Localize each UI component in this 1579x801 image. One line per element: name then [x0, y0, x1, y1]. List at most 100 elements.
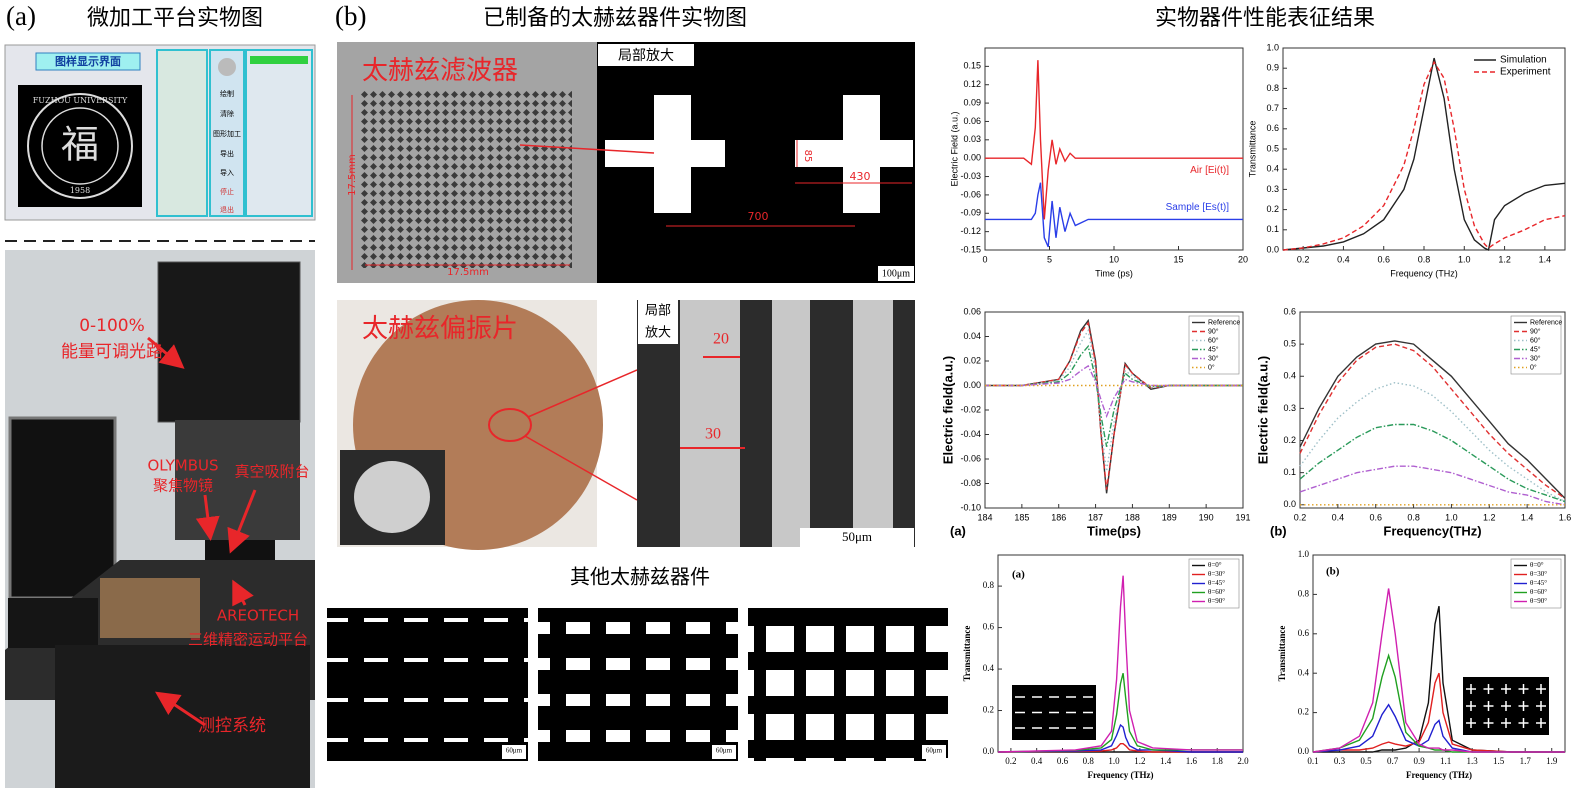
logo-ring	[27, 93, 133, 199]
x-tick-label: 0.2	[1297, 254, 1310, 264]
x-tick-label: 1.0	[1108, 756, 1120, 766]
y-tick-label: 1.0	[1266, 42, 1279, 52]
x-tick-label: 0.8	[1418, 254, 1431, 264]
series-line	[1299, 423, 1566, 503]
x-tick-label: 1.9	[1546, 756, 1558, 766]
x-tick-label: 186	[1051, 512, 1066, 522]
x-tick-label: 1.2	[1134, 756, 1145, 766]
x-tick-label: 10	[1109, 254, 1119, 264]
ui-button: 导入	[220, 169, 234, 177]
legend-label: Reference	[1530, 319, 1562, 326]
x-axis-label: Frequency(THz)	[1383, 523, 1481, 538]
keyboard	[8, 598, 98, 648]
legend-label: θ=90°	[1530, 597, 1547, 605]
y-tick-label: -0.08	[960, 478, 981, 488]
panel-title: 已制备的太赫兹器件实物图	[483, 6, 747, 31]
x-tick-label: 1.2	[1483, 512, 1496, 522]
y-tick-label: 0.3	[1283, 403, 1296, 413]
arrow	[155, 691, 206, 727]
x-tick-label: 0.5	[1360, 756, 1372, 766]
y-axis-label: Transmittance	[1277, 626, 1287, 682]
filter-photo: 太赫兹滤波器 17.5mm 17.5mm 局部放大 85 430 700 100…	[337, 42, 915, 283]
legend-label: θ=60°	[1530, 588, 1547, 596]
x-tick-label: 20	[1238, 254, 1248, 264]
legend-label: 0°	[1530, 363, 1537, 371]
x-tick-label: 15	[1173, 254, 1183, 264]
y-tick-label: -0.12	[960, 226, 981, 236]
y-tick-label: 0.03	[963, 134, 981, 144]
zoom-label: 局部放大	[618, 48, 674, 64]
software-screenshot: 图样显示界面 FUZHOU UNIVERSITY 福 1958 绘制 清除 图形…	[4, 44, 316, 221]
x-tick-label: 0.4	[1332, 512, 1345, 522]
panel-title: 实物器件性能表征结果	[1155, 6, 1375, 31]
photo-label: OLYMBUS	[147, 457, 218, 475]
stage-frame	[175, 420, 300, 540]
stripe	[853, 300, 893, 547]
y-tick-label: 0.00	[963, 153, 981, 163]
series-label: Air [Ei(t)]	[1190, 165, 1229, 176]
series-line	[985, 60, 1243, 220]
y-tick-label: 0.02	[963, 355, 981, 365]
inset-sample	[354, 461, 430, 533]
legend-label: 30°	[1208, 354, 1219, 362]
scale-bar: 100μm	[882, 268, 910, 279]
scale-box	[878, 266, 914, 281]
x-tick-label: 184	[977, 512, 992, 522]
panel-label: (a)	[6, 1, 36, 31]
pointer	[519, 144, 655, 154]
lab-photo: 0-100% 能量可调光路 OLYMBUS 聚焦物镜 真空吸附台 AREOTEC…	[5, 250, 315, 788]
y-tick-label: 0.5	[1266, 143, 1279, 153]
section-title: 其他太赫兹器件	[570, 565, 710, 589]
legend-label: Experiment	[1500, 67, 1551, 78]
x-tick-label: 0.8	[1083, 756, 1095, 766]
legend-label: θ=45°	[1530, 579, 1547, 587]
cabinet	[55, 645, 310, 788]
legend-label: θ=30°	[1208, 570, 1225, 578]
x-tick-label: 0.3	[1334, 756, 1346, 766]
param-panel	[245, 49, 313, 217]
y-tick-label: -0.04	[960, 429, 981, 439]
y-tick-label: -0.03	[960, 171, 981, 181]
scale-box	[712, 745, 736, 759]
x-tick-label: 187	[1088, 512, 1103, 522]
scale-bar: 60μm	[926, 747, 943, 755]
ui-title: 图样显示界面	[55, 54, 121, 68]
y-tick-label: 0.0	[983, 746, 995, 756]
y-tick-label: 0.8	[1266, 83, 1279, 93]
x-tick-label: 5	[1047, 254, 1052, 264]
legend-box	[1471, 52, 1561, 80]
photo-title: 太赫兹滤波器	[362, 56, 518, 86]
y-tick-label: -0.10	[960, 502, 981, 512]
series-line	[1299, 465, 1566, 506]
series-label: Sample [Es(t)]	[1166, 202, 1230, 213]
logo-char: 福	[61, 123, 99, 167]
y-tick-label: 0.1	[1266, 224, 1279, 234]
scale-box	[502, 745, 526, 759]
mouse-pad	[100, 578, 200, 638]
x-tick-label: 0.6	[1369, 512, 1382, 522]
y-tick-label: 0.06	[963, 306, 981, 316]
dimension: 700	[748, 210, 769, 223]
legend-label: 0°	[1208, 363, 1215, 371]
logo-year: 1958	[70, 186, 90, 195]
ui-button: 停止	[220, 187, 234, 196]
legend-label: θ=60°	[1208, 588, 1225, 596]
series-line	[1299, 340, 1566, 499]
pointer	[524, 435, 638, 501]
pointer	[527, 369, 638, 418]
x-tick-label: 188	[1125, 512, 1140, 522]
x-tick-label: 0.6	[1377, 254, 1390, 264]
photo-label: 能量可调光路	[61, 342, 163, 362]
x-axis-label: Frequency (THz)	[1390, 268, 1458, 278]
photo-label: 测控系统	[198, 716, 266, 736]
y-tick-label: 0.4	[1283, 371, 1296, 381]
y-tick-label: 0.00	[963, 380, 981, 390]
y-tick-label: 0.0	[1283, 499, 1296, 509]
legend-label: θ=90°	[1208, 597, 1225, 605]
x-tick-label: 1.6	[1186, 756, 1198, 766]
x-tick-label: 1.7	[1520, 756, 1532, 766]
device-pattern	[327, 608, 528, 761]
x-tick-label: 0.6	[1057, 756, 1069, 766]
y-axis-label: Transmittance	[962, 626, 972, 682]
knob	[218, 58, 236, 76]
